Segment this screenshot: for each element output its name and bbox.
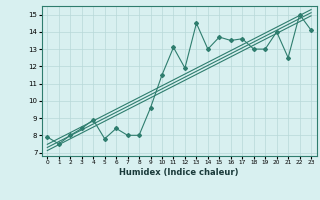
X-axis label: Humidex (Indice chaleur): Humidex (Indice chaleur) (119, 168, 239, 177)
